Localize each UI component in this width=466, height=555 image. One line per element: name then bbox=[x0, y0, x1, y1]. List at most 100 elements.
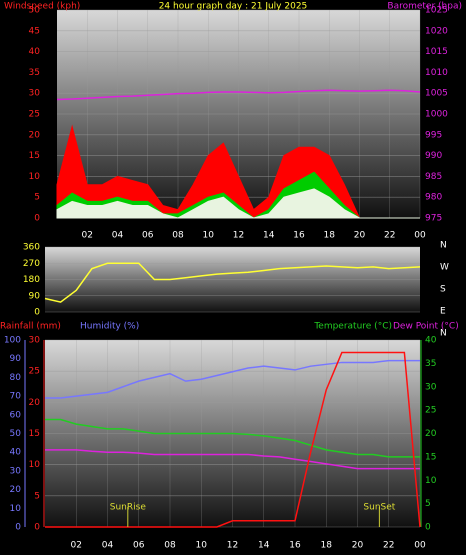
x-tick-label: 08 bbox=[164, 541, 176, 551]
series-line bbox=[45, 359, 420, 399]
y-tick-label: 40 bbox=[29, 47, 41, 57]
x-tick-label: 16 bbox=[293, 231, 305, 241]
y-tick-label: 10 bbox=[29, 172, 41, 182]
y-tick-label: 50 bbox=[29, 6, 41, 16]
y2-tick-label: 1005 bbox=[425, 89, 448, 99]
y2-tick-label: 1025 bbox=[425, 6, 448, 16]
y-tick-label: 45 bbox=[29, 26, 40, 36]
y2-tick-label: 985 bbox=[425, 172, 442, 182]
rain-label: Rainfall (mm) bbox=[0, 322, 61, 332]
y3-tick-label: 0 bbox=[15, 523, 21, 533]
dewpoint-label: Dew Point (°C) bbox=[393, 322, 459, 332]
annotation: SunRise bbox=[110, 503, 147, 513]
y3-tick-label: 80 bbox=[10, 373, 22, 383]
x-tick-label: 02 bbox=[71, 541, 82, 551]
x-tick-label: 18 bbox=[324, 231, 336, 241]
y-tick-label: 30 bbox=[29, 89, 41, 99]
y-tick-label: 360 bbox=[23, 243, 40, 253]
y2-tick-label: 1000 bbox=[425, 110, 448, 120]
y-tick-label: 90 bbox=[29, 291, 41, 301]
x-tick-label: 04 bbox=[102, 541, 114, 551]
y2-tick-label: E bbox=[440, 307, 446, 317]
y2-tick-label: 980 bbox=[425, 193, 442, 203]
x-tick-label: 14 bbox=[263, 231, 275, 241]
y-tick-label: 15 bbox=[29, 429, 40, 439]
x-tick-label: 02 bbox=[82, 231, 93, 241]
y2-tick-label: 40 bbox=[425, 336, 437, 346]
y3-tick-label: 70 bbox=[10, 392, 22, 402]
y2-label: Barometer (hpa) bbox=[387, 2, 462, 12]
y3-tick-label: 10 bbox=[10, 504, 22, 514]
y2-tick-label: 995 bbox=[425, 130, 442, 140]
y2-tick-label: 1020 bbox=[425, 26, 448, 36]
y2-tick-label: N bbox=[440, 241, 447, 251]
x-tick-label: 12 bbox=[227, 541, 238, 551]
y-tick-label: 10 bbox=[29, 460, 41, 470]
y-tick-label: 180 bbox=[23, 275, 40, 285]
y2-tick-label: 975 bbox=[425, 214, 442, 224]
series-line bbox=[45, 449, 420, 470]
y2-tick-label: 15 bbox=[425, 452, 436, 462]
y3-tick-label: 40 bbox=[10, 448, 22, 458]
y2-tick-label: 5 bbox=[425, 499, 431, 509]
x-tick-label: 22 bbox=[384, 231, 395, 241]
temperature-label: Temperature (°C) bbox=[313, 322, 392, 332]
y3-tick-label: 100 bbox=[4, 336, 21, 346]
annotation: SunSet bbox=[363, 503, 395, 513]
y-tick-label: 20 bbox=[29, 398, 41, 408]
x-tick-label: 10 bbox=[196, 541, 208, 551]
y3-tick-label: 90 bbox=[10, 354, 22, 364]
y3-tick-label: 60 bbox=[10, 410, 22, 420]
y2-tick-label: 1010 bbox=[425, 68, 448, 78]
y-tick-label: 15 bbox=[29, 151, 40, 161]
x-tick-label: 22 bbox=[383, 541, 394, 551]
series-line bbox=[56, 89, 421, 101]
y-tick-label: 25 bbox=[29, 110, 40, 120]
y-tick-label: 0 bbox=[34, 214, 40, 224]
y-tick-label: 30 bbox=[29, 336, 41, 346]
x-tick-label: 18 bbox=[321, 541, 333, 551]
title: 24 hour graph day : 21 July 2025 bbox=[159, 2, 308, 12]
x-tick-label: 00 bbox=[414, 231, 426, 241]
y2-tick-label: 30 bbox=[425, 382, 437, 392]
x-tick-label: 06 bbox=[142, 231, 154, 241]
x-tick-label: 04 bbox=[112, 231, 124, 241]
y3-tick-label: 30 bbox=[10, 466, 22, 476]
x-tick-label: 14 bbox=[258, 541, 270, 551]
x-tick-label: 06 bbox=[133, 541, 145, 551]
y2-tick-label: 990 bbox=[425, 151, 442, 161]
series-area bbox=[56, 188, 420, 219]
y2-tick-label: 20 bbox=[425, 429, 437, 439]
series-line bbox=[45, 351, 421, 528]
y-tick-label: 270 bbox=[23, 259, 40, 269]
y2-tick-label: N bbox=[440, 329, 447, 339]
y2-tick-label: W bbox=[440, 263, 449, 273]
y-label: Windspeed (kph) bbox=[4, 2, 80, 12]
y2-tick-label: 25 bbox=[425, 406, 436, 416]
y-tick-label: 5 bbox=[34, 193, 40, 203]
y-tick-label: 25 bbox=[29, 367, 40, 377]
x-tick-label: 10 bbox=[203, 231, 215, 241]
y-tick-label: 20 bbox=[29, 130, 41, 140]
y-tick-label: 35 bbox=[29, 68, 40, 78]
y3-tick-label: 20 bbox=[10, 485, 22, 495]
y2-tick-label: 0 bbox=[425, 523, 431, 533]
humidity-label: Humidity (%) bbox=[80, 322, 139, 332]
y2-tick-label: S bbox=[440, 285, 446, 295]
y2-tick-label: 35 bbox=[425, 359, 436, 369]
x-tick-label: 08 bbox=[172, 231, 184, 241]
y3-tick-label: 50 bbox=[10, 429, 22, 439]
y-tick-label: 5 bbox=[34, 491, 40, 501]
y2-tick-label: 10 bbox=[425, 476, 437, 486]
series-line bbox=[44, 262, 421, 303]
series-line bbox=[45, 418, 420, 458]
x-tick-label: 12 bbox=[233, 231, 244, 241]
y2-tick-label: 1015 bbox=[425, 47, 448, 57]
y-tick-label: 0 bbox=[34, 308, 40, 318]
x-tick-label: 20 bbox=[354, 231, 366, 241]
x-tick-label: 00 bbox=[414, 541, 426, 551]
y-tick-label: 0 bbox=[34, 523, 40, 533]
x-tick-label: 16 bbox=[289, 541, 301, 551]
x-tick-label: 20 bbox=[352, 541, 364, 551]
